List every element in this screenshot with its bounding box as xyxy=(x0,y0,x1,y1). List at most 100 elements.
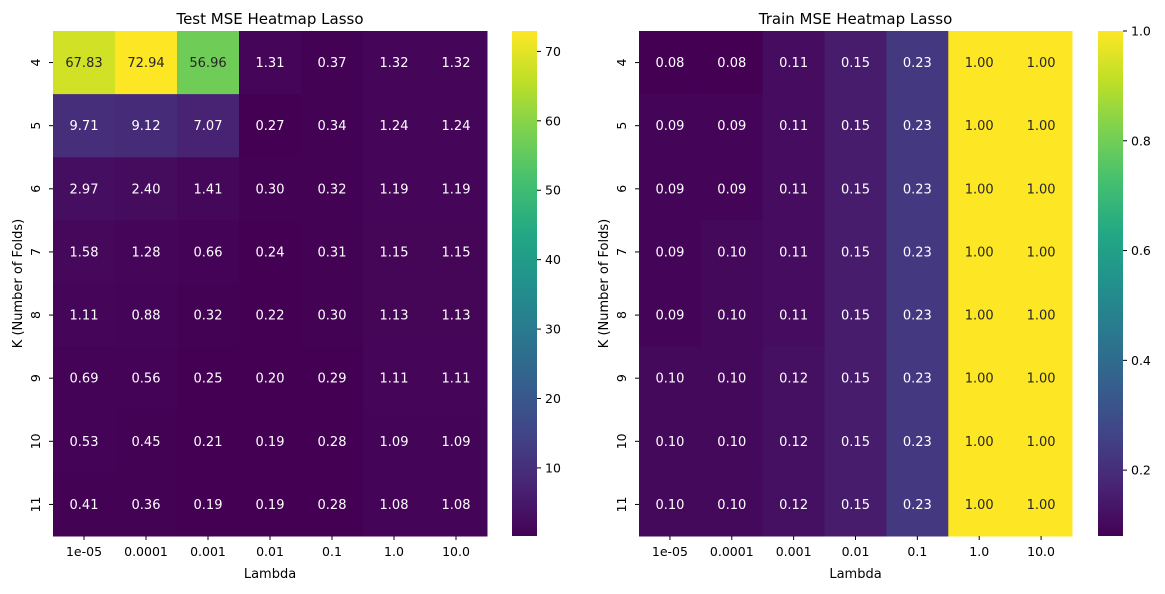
train-heatmap-cell xyxy=(639,94,702,158)
train-x-tick-label: 0.01 xyxy=(842,544,870,559)
test-y-tick-label: 6 xyxy=(28,185,43,193)
test-heatmap-cell xyxy=(425,283,488,348)
test-heatmap-cell xyxy=(177,409,240,474)
train-heatmap-cell xyxy=(824,157,887,221)
test-cell-value-label: 1.09 xyxy=(380,435,409,450)
test-colorbar-tick-label: 10 xyxy=(545,460,561,475)
train-heatmap-cell xyxy=(700,346,764,411)
test-y-tick-label: 7 xyxy=(28,248,43,256)
test-heatmap-cell xyxy=(239,346,302,411)
train-cell-value-label: 0.15 xyxy=(841,56,870,71)
train-cell-value-label: 0.10 xyxy=(655,498,684,513)
test-heatmap-cell xyxy=(53,283,116,348)
train-cell-value-label: 0.15 xyxy=(841,372,870,387)
test-heatmap-cell xyxy=(425,31,488,95)
train-cell-value-label: 0.10 xyxy=(655,372,684,387)
test-x-axis-label: Lambda xyxy=(244,567,296,582)
test-cell-value-label: 0.56 xyxy=(132,372,161,387)
test-colorbar-tick-label: 30 xyxy=(545,322,561,337)
test-cell-value-label: 9.71 xyxy=(70,119,99,134)
test-cell-value-label: 0.30 xyxy=(318,309,347,324)
test-colorbar-tick-label: 40 xyxy=(545,252,561,267)
train-cell-value-label: 1.00 xyxy=(1027,435,1056,450)
train-x-axis-label: Lambda xyxy=(829,567,881,582)
test-heatmap-cell xyxy=(239,472,302,537)
test-x-tick-label: 0.0001 xyxy=(124,544,168,559)
train-heatmap-cell xyxy=(1010,157,1073,221)
train-x-tick-label: 0.001 xyxy=(776,544,812,559)
test-heatmap-cell xyxy=(363,283,426,348)
test-heatmap-cell xyxy=(425,409,488,474)
train-heatmap-cell xyxy=(700,94,764,158)
train-heatmap-cell xyxy=(886,31,949,95)
train-heatmap-cell xyxy=(886,220,949,284)
test-cell-value-label: 0.28 xyxy=(318,435,347,450)
train-cell-value-label: 1.00 xyxy=(965,372,994,387)
test-cell-value-label: 0.36 xyxy=(132,498,161,513)
test-heatmap-cell xyxy=(115,346,178,411)
test-heatmap-cell xyxy=(115,94,178,158)
test-cell-value-label: 0.30 xyxy=(256,182,285,197)
test-colorbar-tick-label: 20 xyxy=(545,391,561,406)
test-cell-value-label: 0.53 xyxy=(70,435,99,450)
test-x-tick-label: 0.001 xyxy=(190,544,226,559)
train-y-tick-label: 4 xyxy=(614,59,629,67)
train-cell-value-label: 0.15 xyxy=(841,119,870,134)
test-cell-value-label: 0.37 xyxy=(318,56,347,71)
train-cell-value-label: 1.00 xyxy=(965,56,994,71)
train-cell-value-label: 0.08 xyxy=(717,56,746,71)
train-cell-value-label: 0.23 xyxy=(903,435,932,450)
train-heatmap-cell xyxy=(886,346,949,411)
train-heatmap-cell xyxy=(886,157,949,221)
test-y-tick-label: 8 xyxy=(28,311,43,319)
test-cell-value-label: 0.27 xyxy=(256,119,285,134)
train-heatmap-cell xyxy=(639,157,702,221)
test-heatmap-cell xyxy=(363,472,426,537)
train-cell-value-label: 1.00 xyxy=(1027,245,1056,260)
train-cell-value-label: 0.08 xyxy=(655,56,684,71)
test-heatmap-cell xyxy=(115,409,178,474)
train-cell-value-label: 0.12 xyxy=(779,435,808,450)
train-cell-value-label: 0.09 xyxy=(655,245,684,260)
train-heatmap-cell xyxy=(639,409,702,474)
train-colorbar-tick-label: 0.8 xyxy=(1131,133,1151,148)
train-heatmap-cell xyxy=(824,409,887,474)
train-heatmap-cell xyxy=(948,472,1011,537)
train-cell-value-label: 1.00 xyxy=(1027,119,1056,134)
test-x-tick-label: 10.0 xyxy=(442,544,470,559)
test-heatmap-cell xyxy=(53,94,116,158)
train-x-tick-label: 10.0 xyxy=(1027,544,1055,559)
test-cell-value-label: 1.11 xyxy=(442,372,471,387)
test-heatmap-cell xyxy=(239,220,302,284)
test-heatmap-cell xyxy=(177,31,240,95)
test-heatmap-cell xyxy=(301,283,364,348)
train-heatmap-cell xyxy=(762,346,826,411)
test-heatmap-cell xyxy=(177,283,240,348)
train-cell-value-label: 0.12 xyxy=(779,498,808,513)
train-cell-value-label: 0.15 xyxy=(841,245,870,260)
train-x-tick-label: 0.1 xyxy=(907,544,927,559)
train-cell-value-label: 0.10 xyxy=(655,435,684,450)
test-cell-value-label: 0.24 xyxy=(256,245,285,260)
train-cell-value-label: 1.00 xyxy=(965,182,994,197)
test-heatmap-cell xyxy=(425,157,488,221)
test-cell-value-label: 0.21 xyxy=(194,435,223,450)
train-heatmap-cell xyxy=(1010,31,1073,95)
train-heatmap-cell xyxy=(886,472,949,537)
test-cell-value-label: 0.31 xyxy=(318,245,347,260)
train-y-tick-label: 6 xyxy=(614,185,629,193)
test-cell-value-label: 56.96 xyxy=(189,56,226,71)
test-cell-value-label: 7.07 xyxy=(194,119,223,134)
test-heatmap-cell xyxy=(363,94,426,158)
train-x-tick-label: 0.0001 xyxy=(710,544,754,559)
train-cell-value-label: 1.00 xyxy=(1027,372,1056,387)
test-cell-value-label: 1.19 xyxy=(442,182,471,197)
train-heatmap-cell xyxy=(700,31,764,95)
train-cell-value-label: 0.23 xyxy=(903,119,932,134)
train-y-tick-label: 8 xyxy=(614,311,629,319)
test-heatmap-cell xyxy=(239,94,302,158)
test-heatmap-cell xyxy=(177,346,240,411)
train-heatmap-cell xyxy=(824,94,887,158)
